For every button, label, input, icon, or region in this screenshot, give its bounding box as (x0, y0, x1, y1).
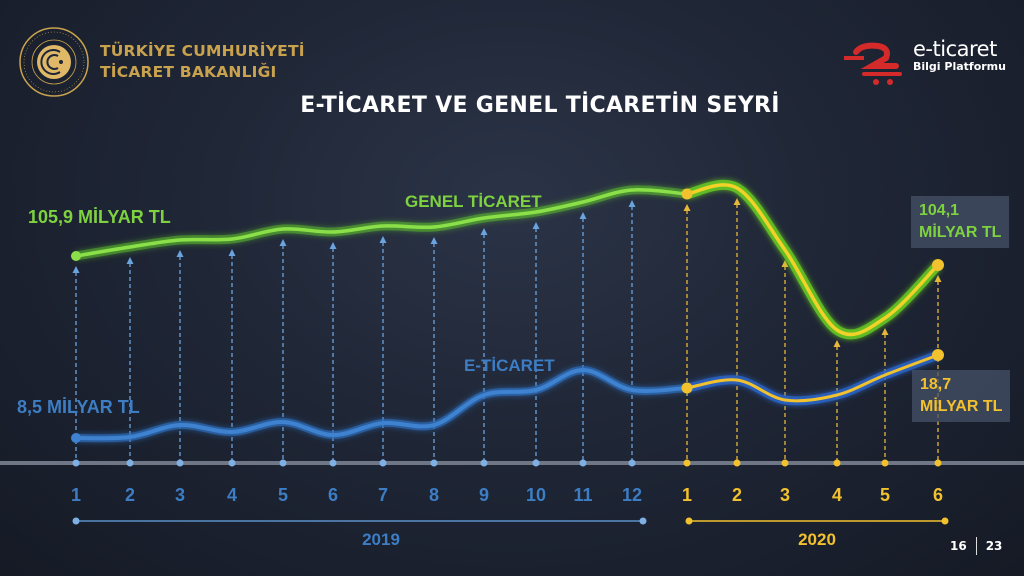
eticaret-cart-logo (844, 42, 902, 85)
brand-subtitle: Bilgi Platformu (913, 60, 1006, 73)
ministry-line2: TİCARET BAKANLIĞI (100, 63, 277, 81)
x-label-2019-6: 6 (327, 485, 339, 505)
brand-text: e-ticaret Bilgi Platformu (913, 38, 1006, 74)
baseline-axis (0, 461, 1024, 465)
page-title: E-TİCARET VE GENEL TİCARETİN SEYRİ (300, 93, 780, 118)
x-label-2020-1: 1 (681, 485, 693, 505)
genel-ticaret-line (75, 188, 688, 258)
year-2019-label: 2019 (362, 530, 400, 549)
ministry-seal-logo (19, 27, 89, 97)
genel-series-label: GENEL TİCARET (405, 192, 542, 211)
x-label-2019-8: 8 (428, 485, 440, 505)
year-2020-label: 2020 (798, 530, 836, 549)
drop-lines (72, 198, 942, 461)
eticaret-start-label: 8,5 MİLYAR TL (17, 397, 140, 417)
x-label-2020-2: 2 (731, 485, 743, 505)
current-page: 16 (950, 539, 967, 553)
x-label-2020-3: 3 (779, 485, 791, 505)
x-label-2019-10: 10 (525, 485, 547, 505)
x-label-2020-5: 5 (879, 485, 891, 505)
ministry-line1: TÜRKİYE CUMHURİYETİ (100, 42, 305, 60)
x-label-2019-1: 1 (70, 485, 82, 505)
x-label-2019-2: 2 (124, 485, 136, 505)
total-pages: 23 (985, 539, 1003, 553)
x-label-2019-3: 3 (174, 485, 186, 505)
x-label-2019-12: 12 (621, 485, 643, 505)
ministry-name: TÜRKİYE CUMHURİYETİ TİCARET BAKANLIĞI (100, 41, 305, 83)
brand-name: e-ticaret (913, 37, 997, 61)
genel-start-label: 105,9 MİLYAR TL (28, 207, 171, 227)
x-label-2019-4: 4 (226, 485, 238, 505)
x-label-2019-11: 11 (573, 485, 593, 505)
genel-ticaret-2020-line (686, 183, 940, 337)
x-label-2019-5: 5 (277, 485, 289, 505)
x-label-2020-4: 4 (831, 485, 843, 505)
x-label-2019-7: 7 (377, 485, 389, 505)
x-label-2019-9: 9 (478, 485, 490, 505)
eticaret-series-label: E-TİCARET (464, 356, 555, 375)
data-point-markers (71, 188, 944, 467)
page-separator (975, 537, 977, 555)
page-indicator: 16 23 (950, 537, 1002, 555)
genel-end-value-box: 104,1 MİLYAR TL (911, 196, 1010, 248)
eticaret-line (75, 367, 688, 441)
eticaret-2020-line (686, 353, 939, 403)
eticaret-end-value-box: 18,7 MİLYAR TL (912, 370, 1011, 422)
x-label-2020-6: 6 (932, 485, 944, 505)
